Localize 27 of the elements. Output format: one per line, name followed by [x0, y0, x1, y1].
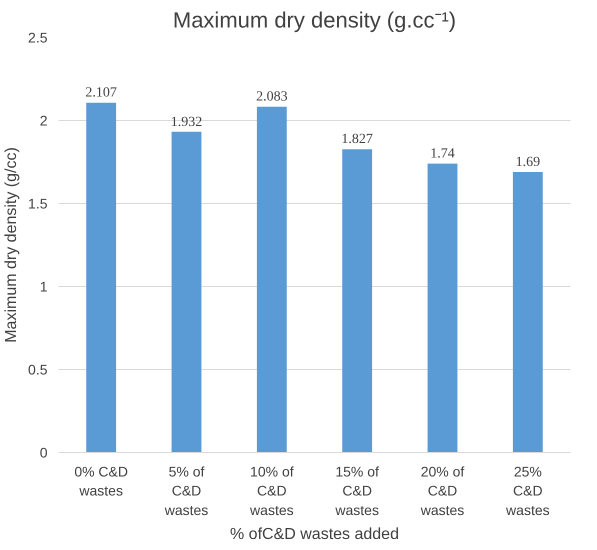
x-tick-label: 10% of C&D wastes	[249, 464, 294, 518]
bar	[342, 149, 372, 452]
bar	[512, 172, 543, 452]
data-label: 1.827	[341, 132, 373, 148]
y-tick-label: 2	[40, 112, 48, 128]
data-label: 2.083	[256, 90, 288, 105]
x-tick-label: 5% of C&D wastes	[164, 464, 208, 518]
y-tick-label: 0.5	[28, 362, 48, 378]
bar	[428, 164, 458, 452]
bar	[86, 102, 116, 452]
y-tick-label: 1.5	[28, 196, 48, 212]
x-tick-label: 15% of C&D wastes	[334, 464, 380, 518]
y-tick-label: 0	[40, 444, 48, 460]
data-label: 1.69	[516, 154, 540, 170]
y-tick-label: 1	[40, 278, 48, 294]
x-tick-label: 0% C&D wastes	[74, 464, 128, 499]
data-label: 2.107	[85, 86, 117, 101]
x-axis-title: % ofC&D wastes added	[230, 526, 399, 543]
data-label: 1.932	[170, 114, 202, 130]
chart-title: Maximum dry density (g.cc⁻¹)	[172, 8, 456, 32]
data-label: 1.74	[430, 146, 455, 162]
x-tick-label: 20% of C&D wastes	[420, 464, 464, 518]
bar	[172, 132, 202, 452]
x-tick-label: 25% C&D wastes	[505, 464, 550, 518]
bar	[256, 106, 287, 452]
y-axis-title: Maximum dry density (g/cc)	[3, 147, 20, 343]
y-tick-label: 2.5	[28, 30, 48, 46]
